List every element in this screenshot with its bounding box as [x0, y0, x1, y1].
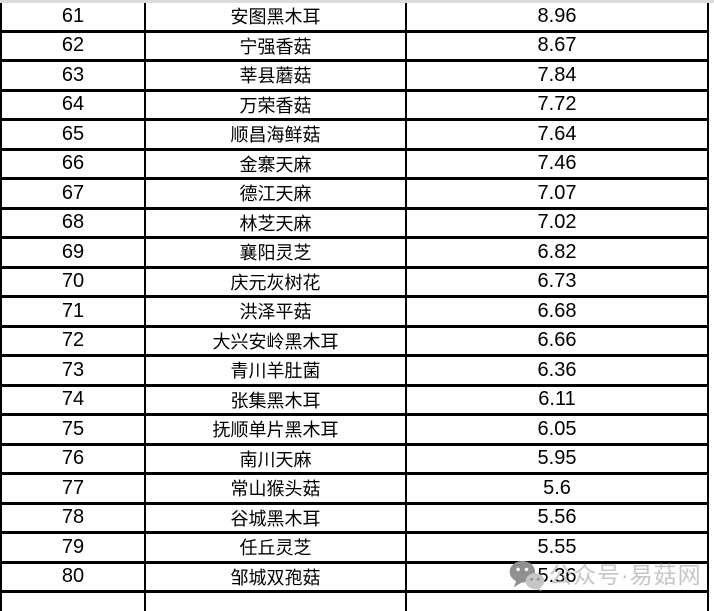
value-cell: 7.64	[406, 120, 708, 150]
name-cell: 谷城黑木耳	[145, 503, 406, 533]
name-cell: 洪泽平菇	[145, 297, 406, 327]
rank-cell: 65	[1, 120, 145, 150]
value-cell: 7.02	[406, 208, 708, 238]
rank-cell: 67	[1, 179, 145, 209]
name-cell: 万荣香菇	[145, 90, 406, 120]
rank-cell: 70	[1, 267, 145, 297]
rank-cell: 71	[1, 297, 145, 327]
value-cell: 8.96	[406, 3, 708, 31]
rank-cell: 63	[1, 61, 145, 91]
value-cell: 6.73	[406, 267, 708, 297]
name-cell: 任丘灵芝	[145, 533, 406, 563]
rank-cell: 75	[1, 415, 145, 445]
name-cell: 张集黑木耳	[145, 385, 406, 415]
name-cell: 莘县蘑菇	[145, 61, 406, 91]
rank-cell: 64	[1, 90, 145, 120]
name-cell: 林芝天麻	[145, 208, 406, 238]
rank-cell: 76	[1, 444, 145, 474]
name-cell: 南川天麻	[145, 444, 406, 474]
value-cell: 5.95	[406, 444, 708, 474]
name-cell: 青川羊肚菌	[145, 356, 406, 386]
name-cell: 德江天麻	[145, 179, 406, 209]
value-cell: 6.36	[406, 356, 708, 386]
name-cell: 金寨天麻	[145, 149, 406, 179]
watermark-text: 公众号·易菇网	[549, 560, 702, 591]
rank-cell: 72	[1, 326, 145, 356]
rank-cell: 80	[1, 562, 145, 592]
rank-cell: 78	[1, 503, 145, 533]
wechat-icon	[509, 560, 545, 591]
value-cell: 7.84	[406, 61, 708, 91]
value-cell: 6.68	[406, 297, 708, 327]
empty-cell	[145, 592, 406, 611]
name-cell: 宁强香菇	[145, 31, 406, 61]
empty-cell	[406, 592, 708, 611]
rank-cell: 61	[1, 3, 145, 31]
rank-cell: 62	[1, 31, 145, 61]
watermark: 公众号·易菇网	[509, 559, 702, 591]
value-cell: 7.46	[406, 149, 708, 179]
name-cell: 襄阳灵芝	[145, 238, 406, 268]
value-cell: 7.72	[406, 90, 708, 120]
value-cell: 6.11	[406, 385, 708, 415]
rank-cell: 79	[1, 533, 145, 563]
value-cell: 5.56	[406, 503, 708, 533]
value-cell: 8.67	[406, 31, 708, 61]
value-cell: 5.55	[406, 533, 708, 563]
name-cell: 大兴安岭黑木耳	[145, 326, 406, 356]
rank-cell: 66	[1, 149, 145, 179]
value-cell: 6.05	[406, 415, 708, 445]
name-cell: 邹城双孢菇	[145, 562, 406, 592]
name-cell: 顺昌海鲜菇	[145, 120, 406, 150]
rank-cell: 68	[1, 208, 145, 238]
name-cell: 安图黑木耳	[145, 3, 406, 31]
name-cell: 常山猴头菇	[145, 474, 406, 504]
value-cell: 6.82	[406, 238, 708, 268]
name-cell: 庆元灰树花	[145, 267, 406, 297]
rank-cell: 73	[1, 356, 145, 386]
rank-cell: 69	[1, 238, 145, 268]
empty-cell	[1, 592, 145, 611]
value-cell: 5.6	[406, 474, 708, 504]
partial-row	[1, 592, 708, 611]
value-cell: 6.66	[406, 326, 708, 356]
rank-cell: 74	[1, 385, 145, 415]
value-cell: 7.07	[406, 179, 708, 209]
rank-cell: 77	[1, 474, 145, 504]
name-cell: 抚顺单片黑木耳	[145, 415, 406, 445]
